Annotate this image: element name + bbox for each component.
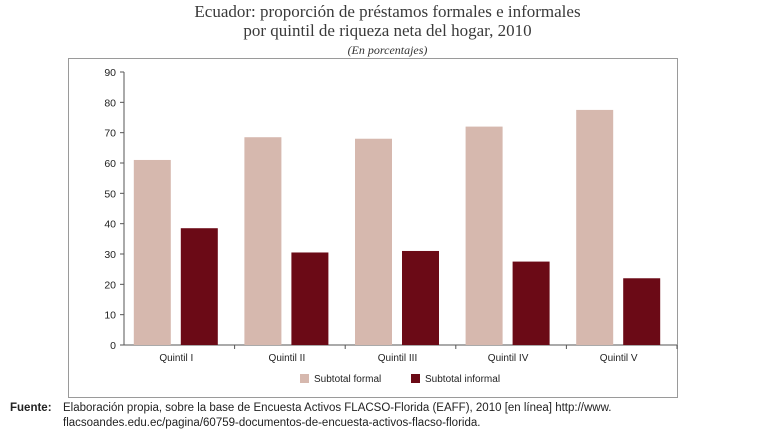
bar-formal bbox=[576, 109, 614, 346]
bar-formal bbox=[133, 159, 171, 345]
y-tick-label: 90 bbox=[104, 67, 116, 79]
chart-frame bbox=[68, 58, 678, 398]
x-tick-label: Quintil II bbox=[269, 353, 306, 364]
y-tick-label: 70 bbox=[104, 128, 116, 140]
y-tick-label: 40 bbox=[104, 219, 116, 231]
bar-formal bbox=[355, 138, 392, 345]
y-tick-label: 20 bbox=[104, 279, 116, 291]
bar-informal bbox=[180, 228, 218, 345]
bar-formal bbox=[244, 137, 282, 345]
bar-informal bbox=[623, 278, 661, 345]
chart-subtitle: (En porcentajes) bbox=[347, 43, 428, 57]
source-note: Fuente: Elaboración propia, sobre la bas… bbox=[10, 401, 770, 429]
legend-label-informal: Subtotal informal bbox=[425, 374, 500, 385]
x-tick-label: Quintil III bbox=[378, 353, 417, 364]
source-label: Fuente: bbox=[10, 402, 52, 414]
x-tick-label: Quintil V bbox=[600, 353, 638, 364]
source-text-line-2: flacsoandes.edu.ec/pagina/60759-document… bbox=[63, 417, 481, 429]
chart-title-line-1: Ecuador: proporción de préstamos formale… bbox=[194, 2, 581, 21]
bar-informal bbox=[291, 252, 329, 345]
bar-informal bbox=[402, 250, 439, 345]
x-tick-label: Quintil IV bbox=[488, 353, 529, 364]
chart-title-block: Ecuador: proporción de préstamos formale… bbox=[0, 2, 775, 58]
y-tick-label: 50 bbox=[104, 188, 116, 200]
y-tick-label: 10 bbox=[104, 310, 116, 322]
y-tick-label: 30 bbox=[104, 249, 116, 261]
bar-formal bbox=[465, 126, 503, 345]
y-tick-label: 80 bbox=[104, 97, 116, 109]
bar-informal bbox=[512, 261, 550, 345]
legend-swatch-formal bbox=[300, 374, 309, 383]
chart-title-line-2: por quintil de riqueza neta del hogar, 2… bbox=[243, 21, 532, 40]
y-tick-label: 60 bbox=[104, 158, 116, 170]
y-tick-label: 0 bbox=[110, 340, 116, 352]
legend-label-formal: Subtotal formal bbox=[314, 374, 381, 385]
source-text: Elaboración propia, sobre la base de Enc… bbox=[63, 401, 768, 431]
legend-swatch-informal bbox=[411, 374, 420, 383]
source-text-line-1: Elaboración propia, sobre la base de Enc… bbox=[63, 402, 612, 414]
x-tick-label: Quintil I bbox=[159, 353, 193, 364]
